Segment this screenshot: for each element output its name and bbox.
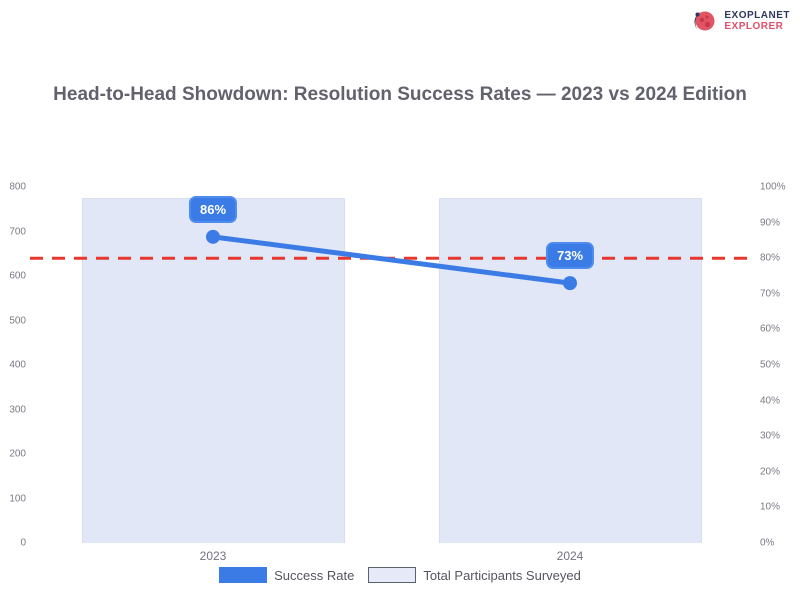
success-rate-line <box>210 234 573 286</box>
legend-swatch-blue <box>219 567 268 583</box>
planet-orbit-icon <box>691 8 718 35</box>
axis-tick-label: 0% <box>760 537 775 549</box>
axis-tick-label: 400 <box>9 359 26 371</box>
axis-tick-label: 60% <box>760 323 781 335</box>
axis-tick-label: 500 <box>9 315 26 326</box>
brand-name-line2: EXPLORER <box>724 20 784 32</box>
axis-tick-label: 20% <box>760 466 781 478</box>
axis-tick-label: 700 <box>9 226 26 237</box>
x-label-2023: 2023 <box>199 549 227 563</box>
x-axis: 2023 2024 <box>30 549 755 565</box>
axis-tick-label: 10% <box>760 501 781 513</box>
axis-tick-label: 200 <box>9 448 26 460</box>
legend-item-participants[interactable]: Total Participants Surveyed <box>368 567 581 583</box>
legend-label: Success Rate <box>274 567 355 583</box>
axis-tick-label: 80% <box>760 252 781 264</box>
line-layer <box>30 229 755 291</box>
axis-tick-label: 30% <box>760 430 781 442</box>
data-label-2024: 73% <box>545 242 595 270</box>
legend-item-success-rate[interactable]: Success Rate <box>219 567 354 583</box>
axis-tick-label: 800 <box>9 181 26 193</box>
brand-name-line1: EXOPLANET <box>724 10 790 21</box>
data-label-2023: 86% <box>188 195 238 223</box>
axis-tick-label: 100% <box>760 181 786 193</box>
data-point-2023[interactable] <box>206 229 220 244</box>
axis-tick-label: 0 <box>20 537 26 549</box>
data-point-2024[interactable] <box>563 276 577 291</box>
left-axis: 800 700 600 500 400 300 200 100 0 <box>0 182 26 549</box>
axis-tick-label: 600 <box>9 270 26 282</box>
chart-title: Head-to-Head Showdown: Resolution Succes… <box>53 84 747 105</box>
brand-logo: EXOPLANET EXPLORER <box>691 8 790 35</box>
chart-legend: Success Rate Total Participants Surveyed <box>0 567 800 583</box>
plot-area: 86% 73% <box>30 187 755 543</box>
axis-tick-label: 70% <box>760 288 781 300</box>
legend-swatch-lavender <box>368 567 417 583</box>
x-label-2024: 2024 <box>556 549 584 563</box>
bar-2023[interactable] <box>82 198 345 543</box>
right-axis: 100% 90% 80% 70% 60% 50% 40% 30% 20% 10% 0% <box>760 182 798 549</box>
legend-label: Total Participants Surveyed <box>423 567 581 583</box>
axis-tick-label: 40% <box>760 395 781 407</box>
axis-tick-label: 90% <box>760 217 781 229</box>
axis-tick-label: 50% <box>760 359 781 371</box>
axis-tick-label: 300 <box>9 404 26 415</box>
axis-tick-label: 100 <box>9 493 26 504</box>
